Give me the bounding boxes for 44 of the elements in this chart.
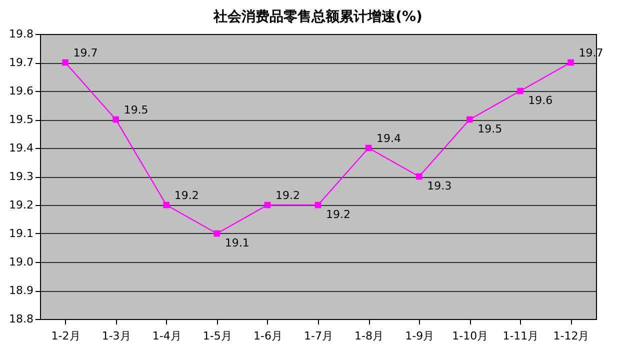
data-label: 19.7: [73, 46, 98, 60]
x-tick-label: 1-7月: [304, 330, 333, 342]
data-label: 19.1: [224, 236, 250, 250]
point: [314, 202, 322, 208]
y-tick-label: 19.0: [9, 256, 34, 268]
data-label: 19.2: [326, 208, 350, 221]
point: [568, 59, 574, 66]
y-tick-label: 19.6: [9, 84, 34, 98]
data-label: 19.4: [376, 132, 402, 145]
point: [112, 116, 119, 123]
x-tick-label: 1-11月: [502, 330, 539, 342]
point: [214, 230, 220, 237]
data-label: 19.2: [275, 189, 300, 202]
x-tick-label: 1-4月: [152, 330, 182, 342]
x-tick-label: 1-8月: [354, 330, 384, 342]
point: [466, 116, 473, 123]
y-tick-label: 19.2: [9, 198, 34, 212]
x-tick-label: 1-9月: [405, 330, 434, 342]
point: [416, 173, 422, 180]
y-tick-label: 18.9: [9, 284, 34, 297]
point: [163, 202, 170, 208]
x-tick-label: 1-6月: [253, 330, 282, 342]
y-tick-label: 19.3: [9, 170, 34, 183]
data-label: 19.3: [427, 180, 452, 192]
chart-title: 社会消费品零售总额累计增速(%): [212, 8, 422, 25]
y-tick-label: 19.4: [9, 142, 34, 154]
x-tick-label: 1-10月: [452, 330, 488, 342]
point: [365, 144, 372, 152]
point: [517, 88, 524, 94]
y-tick-label: 18.8: [9, 312, 34, 326]
x-tick-label: 1-5月: [202, 330, 232, 342]
point: [264, 202, 271, 208]
y-tick-label: 19.8: [9, 28, 34, 40]
point: [62, 59, 68, 66]
y-tick-label: 19.1: [9, 227, 34, 240]
data-label: 19.6: [528, 94, 553, 107]
data-label: 19.5: [478, 122, 502, 136]
y-tick-label: 19.5: [9, 113, 34, 126]
y-tick-label: 19.7: [9, 56, 34, 69]
x-tick-label: 1-3月: [102, 330, 131, 342]
x-tick-label: 1-12月: [553, 330, 590, 342]
x-tick-label: 1-2月: [51, 330, 80, 342]
data-label: 19.2: [174, 189, 199, 202]
data-label: 19.5: [124, 104, 148, 116]
